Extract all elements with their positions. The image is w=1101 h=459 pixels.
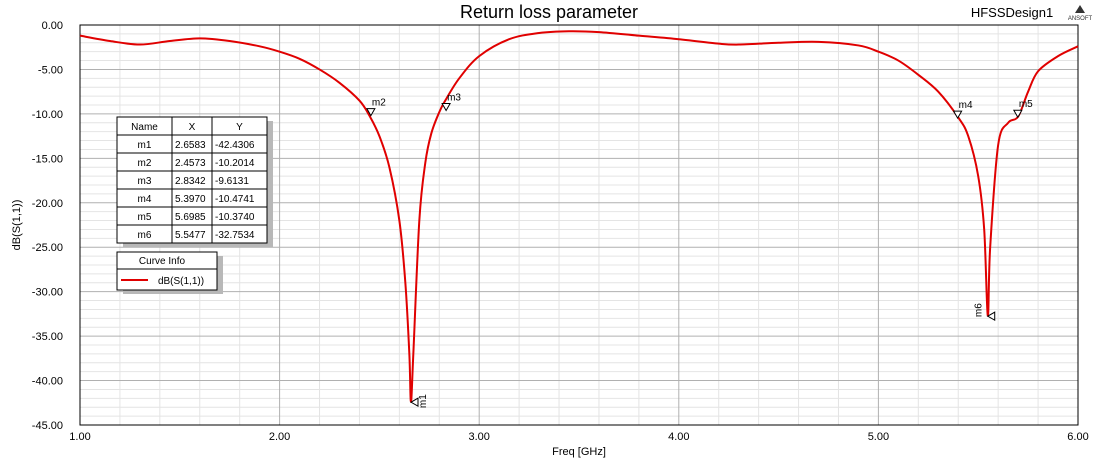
y-tick-label: -20.00 [32, 198, 63, 210]
y-tick-label: -30.00 [32, 287, 63, 299]
table-cell: 2.8342 [175, 176, 206, 187]
legend-entry: dB(S(1,1)) [158, 276, 204, 287]
marker-table[interactable]: Name X Ym1 2.6583 -42.4306 m2 2.4573 -10.2014 m3… [116, 116, 273, 247]
table-header-cell: Name [131, 122, 158, 133]
ansoft-logo: ANSOFT [1068, 5, 1093, 22]
table-cell: m6 [138, 230, 152, 241]
table-cell: -32.7534 [215, 230, 255, 241]
table-header-cell: X [189, 122, 196, 133]
x-tick-label: 6.00 [1067, 431, 1088, 443]
series-line [79, 30, 1079, 403]
marker-triangle [1012, 109, 1023, 119]
marker-m6: m6 [974, 303, 996, 322]
x-axis-ticks: 1.00 2.00 3.00 4.00 5.00 6.00 [69, 431, 1088, 443]
minor-grid [80, 25, 1078, 425]
x-tick-label: 1.00 [69, 431, 90, 443]
y-axis-label: dB(S(1,1)) [11, 200, 23, 251]
curve-info-legend[interactable]: Curve Info dB(S(1,1)) [116, 251, 223, 294]
marker-triangle [366, 108, 376, 117]
table-cell: -10.3740 [215, 212, 255, 223]
table-cell: -9.6131 [215, 176, 249, 187]
y-tick-label: -15.00 [32, 153, 63, 165]
table-cell: 2.6583 [175, 140, 206, 151]
marker-label: m4 [959, 100, 973, 111]
table-cell: 5.6985 [175, 212, 206, 223]
x-axis-label: Freq [GHz] [552, 446, 606, 458]
legend-frame [116, 251, 218, 291]
marker-label: m1 [418, 394, 429, 408]
y-tick-label: -35.00 [32, 331, 63, 343]
table-cell: m5 [138, 212, 152, 223]
y-tick-label: -5.00 [38, 64, 63, 76]
marker-triangle [986, 311, 996, 322]
y-tick-label: 0.00 [42, 20, 63, 32]
y-axis-ticks: 0.00 -5.00 -10.00 -15.00 -20.00 -25.00 -30.00 -… [32, 20, 63, 432]
marker-m3: m3 [441, 92, 461, 112]
table-cell: 2.4573 [175, 158, 206, 169]
series-layer [79, 30, 1079, 403]
marker-triangle [952, 110, 963, 120]
marker-table-grid [117, 117, 267, 243]
x-tick-label: 3.00 [468, 431, 489, 443]
y-tick-label: -10.00 [32, 109, 63, 121]
marker-triangle [441, 102, 451, 112]
table-cell: m3 [138, 176, 152, 187]
marker-table-cells: Name X Ym1 2.6583 -42.4306 m2 2.4573 -10.2014 m3… [131, 122, 255, 241]
table-header-cell: Y [236, 122, 243, 133]
plot-border [79, 24, 1079, 426]
brand-label: ANSOFT [1068, 16, 1093, 22]
table-cell: 5.3970 [175, 194, 206, 205]
x-tick-label: 5.00 [868, 431, 889, 443]
table-cell: m4 [138, 194, 152, 205]
legend-title: Curve Info [139, 256, 186, 267]
marker-label: m3 [447, 92, 461, 103]
y-tick-label: -40.00 [32, 376, 63, 388]
markers-layer: m1 m2 m3 m4 m5 m6 [366, 92, 1033, 408]
chart-title: Return loss parameter [460, 2, 638, 22]
marker-table-frame [116, 116, 268, 244]
x-tick-label: 4.00 [668, 431, 689, 443]
table-cell: m1 [138, 140, 152, 151]
design-name: HFSSDesign1 [971, 5, 1053, 20]
table-cell: -10.4741 [215, 194, 255, 205]
marker-m2: m2 [366, 98, 386, 117]
marker-m4: m4 [952, 100, 973, 120]
x-tick-label: 2.00 [269, 431, 290, 443]
table-cell: 5.5477 [175, 230, 206, 241]
table-cell: -10.2014 [215, 158, 255, 169]
ansoft-logo-icon [1075, 5, 1085, 13]
marker-m5: m5 [1012, 99, 1033, 119]
table-cell: m2 [138, 158, 152, 169]
marker-label: m2 [372, 98, 386, 109]
y-tick-label: -25.00 [32, 242, 63, 254]
marker-label: m5 [1019, 99, 1033, 110]
y-tick-label: -45.00 [32, 420, 63, 432]
table-cell: -42.4306 [215, 140, 255, 151]
marker-label: m6 [974, 303, 985, 317]
marker-triangle [409, 397, 419, 408]
marker-m1: m1 [409, 394, 429, 408]
